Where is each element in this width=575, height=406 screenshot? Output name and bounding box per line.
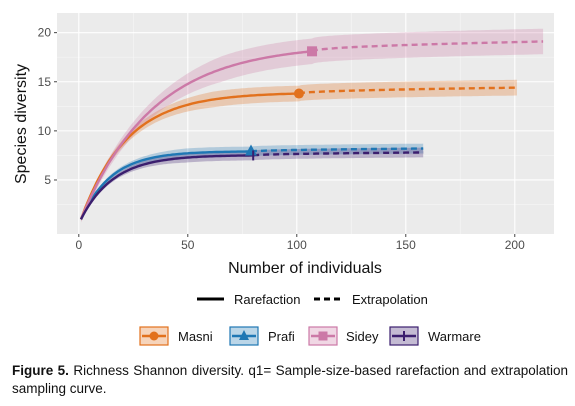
extrapolation-line-prafi bbox=[250, 147, 424, 153]
gridlines bbox=[57, 13, 554, 234]
legend-marker-prafi bbox=[239, 330, 249, 340]
series-legend: Masni Prafi Sidey Warmare bbox=[139, 326, 481, 346]
band-masni bbox=[81, 79, 517, 222]
plot-panel bbox=[57, 13, 554, 234]
band-warmare bbox=[81, 147, 424, 221]
legend-item-masni: Masni bbox=[139, 326, 213, 346]
band-sidey bbox=[81, 28, 544, 223]
y-tick-label: 20 bbox=[38, 26, 52, 40]
series-lines bbox=[79, 40, 544, 220]
legend-item-prafi: Prafi bbox=[229, 326, 295, 346]
x-tick-label: 200 bbox=[505, 238, 525, 252]
y-tick-label: 10 bbox=[38, 124, 52, 138]
observed-marker-masni bbox=[293, 88, 304, 99]
x-tick-label: 150 bbox=[396, 238, 416, 252]
x-tick-label: 50 bbox=[181, 238, 195, 252]
legend-label-sidey: Sidey bbox=[346, 329, 379, 344]
y-tick-label: 5 bbox=[44, 173, 51, 187]
extrapolation-line-sidey bbox=[311, 40, 544, 53]
band-prafi bbox=[81, 143, 424, 221]
legend-label-prafi: Prafi bbox=[268, 329, 295, 344]
x-tick-label: 100 bbox=[287, 238, 307, 252]
rarefaction-line-prafi bbox=[79, 150, 251, 220]
y-axis-label: Species diversity bbox=[13, 64, 30, 184]
linetype-legend: Rarefaction Extrapolation bbox=[197, 292, 428, 307]
caption-text: Richness Shannon diversity. q1= Sample-s… bbox=[12, 363, 569, 396]
y-tick-label: 15 bbox=[38, 75, 52, 89]
rarefaction-line-warmare bbox=[79, 154, 254, 220]
legend-marker-masni bbox=[149, 331, 159, 341]
legend-label-masni: Masni bbox=[178, 329, 213, 344]
legend-label-warmare: Warmare bbox=[428, 329, 481, 344]
observed-marker-sidey bbox=[307, 46, 318, 57]
caption-label: Figure 5. bbox=[12, 363, 69, 378]
legend-item-sidey: Sidey bbox=[308, 326, 379, 346]
confidence-bands bbox=[81, 28, 544, 223]
legend-rarefaction-label: Rarefaction bbox=[234, 292, 300, 307]
extrapolation-line-warmare bbox=[253, 151, 424, 157]
legend-item-warmare: Warmare bbox=[389, 326, 481, 346]
x-axis-label: Number of individuals bbox=[228, 260, 382, 277]
x-tick-label: 0 bbox=[75, 238, 82, 252]
axes: 0 50 100 150 200 5 10 15 20 bbox=[38, 26, 525, 252]
figure-caption: Figure 5. Richness Shannon diversity. q1… bbox=[12, 362, 568, 398]
rarefaction-line-sidey bbox=[79, 50, 313, 220]
observed-markers bbox=[245, 46, 318, 161]
extrapolation-line-masni bbox=[298, 86, 517, 95]
legend-marker-sidey bbox=[318, 331, 328, 341]
legend-extrapolation-label: Extrapolation bbox=[352, 292, 428, 307]
